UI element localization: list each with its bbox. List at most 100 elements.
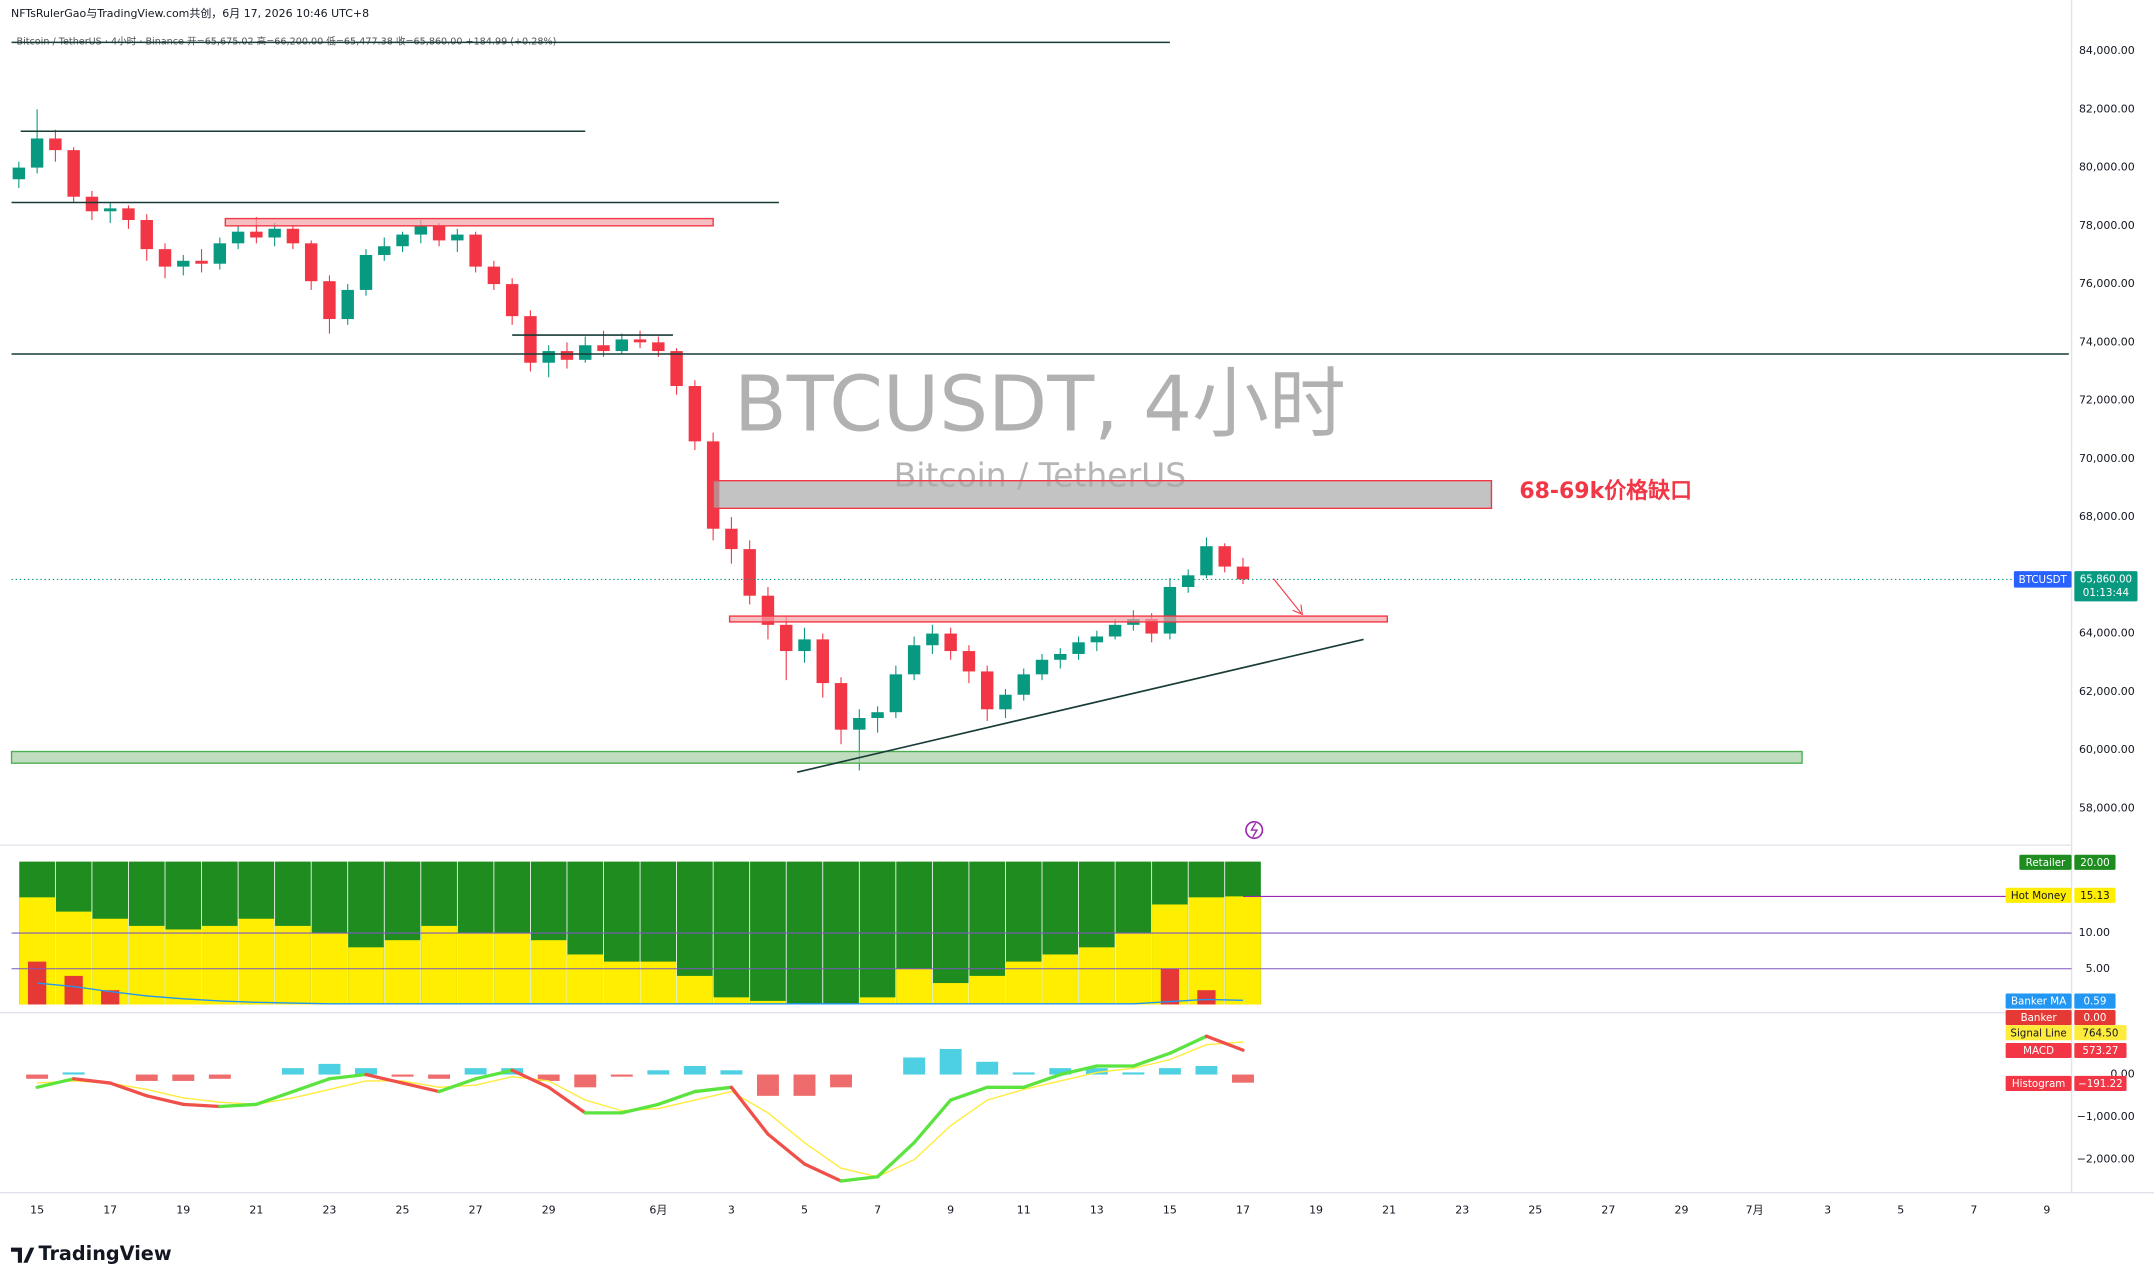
candle-body [1017,674,1030,695]
x-tick-label: 7 [1970,1204,1977,1217]
value-badge-bg [2074,1075,2127,1092]
value-badge: 0.00 [2083,1012,2106,1024]
value-badge: 0.59 [2083,996,2106,1008]
candle-body [177,260,190,267]
candle-body [67,150,80,197]
candle-body [213,243,227,264]
indicator-bar [238,918,275,1005]
x-tick-label: 29 [542,1204,556,1217]
candle-body [652,342,665,352]
macd-segment [108,1081,149,1098]
legend-label-bg [2005,1025,2072,1041]
candle-body [1218,546,1231,567]
symbol-line: Bitcoin / TetherUS · 4小时 · Binance 开=65,… [16,35,556,47]
candle-body [1054,653,1067,660]
y-tick-label: 10.00 [2079,926,2110,939]
value-badge: 20.00 [2080,857,2109,869]
macd-segment [400,1081,441,1094]
x-tick-label: 17 [1236,1204,1250,1217]
histogram-bar [318,1063,341,1075]
histogram-bar [62,1072,85,1075]
candle-body [158,249,172,267]
legend-label: Banker [2021,1012,2058,1024]
candle-body [889,674,903,713]
candle-body [250,231,263,238]
y-tick-label: 74,000.00 [2079,335,2135,348]
x-tick-label: 7 [874,1204,881,1217]
macd-segment [145,1094,185,1106]
value-badge: 764.50 [2082,1027,2118,1039]
legend-label: Signal Line [2010,1027,2066,1039]
indicator-bar [530,940,567,1005]
histogram-bar [1195,1066,1218,1075]
legend-label-bg [2005,1075,2072,1092]
candle-body [524,316,537,363]
price-zone [728,615,1389,623]
candle-body [414,225,428,235]
macd-segment [291,1077,332,1094]
histogram-bar [281,1068,304,1075]
histogram-bar [208,1074,231,1079]
x-tick-label: 21 [1382,1204,1396,1217]
trend-line [796,638,1364,773]
indicator-bar [1188,897,1225,1005]
arrow [1273,578,1303,616]
macd-segment [1204,1034,1245,1052]
macd-segment [364,1072,405,1085]
indicator-bar [1005,961,1042,1005]
x-tick-label: 27 [1601,1204,1615,1217]
macd-segment [254,1089,295,1106]
indicator-bar [348,947,384,1005]
legend-label-bg [2005,887,2072,903]
y-tick-label: −1,000.00 [2077,1110,2135,1123]
indicator-bar [603,961,640,1005]
credit: NFTsRulerGao与TradingView.com共创，6月 17, 20… [11,7,369,20]
macd-segment [620,1102,660,1115]
y-tick-label: 80,000.00 [2079,161,2135,174]
candle-body [1181,575,1195,587]
x-tick-label: 3 [1824,1204,1831,1217]
indicator-bar [713,997,750,1005]
y-tick-label: 58,000.00 [2079,801,2135,814]
x-tick-label: 19 [1309,1204,1323,1217]
candle-body [1090,636,1104,643]
candle-body [505,284,519,317]
x-tick-label: 29 [1675,1204,1689,1217]
macd-segment [181,1102,222,1109]
histogram-bar [903,1057,926,1075]
candle-body [798,639,811,652]
y-tick-label: 5.00 [2086,962,2110,975]
histogram-bar [976,1061,999,1075]
candle-body [834,683,848,730]
macd-segment [473,1068,514,1081]
candle-body [231,231,245,244]
candle-body [962,651,976,672]
x-tick-label: 6月 [649,1204,667,1217]
macd-segment [949,1085,989,1102]
price-badge-bg [2074,571,2138,602]
y-tick-label: 68,000.00 [2079,510,2135,523]
candle-body [469,234,482,267]
x-tick-label: 5 [1897,1204,1904,1217]
histogram-bar [756,1074,779,1096]
annotation: 68-69k价格缺口 [1519,478,1692,504]
candle-body [725,528,738,550]
histogram-bar [830,1074,852,1088]
histogram-bar [1158,1068,1181,1075]
candle-body [1236,566,1250,580]
histogram-bar [1012,1072,1035,1075]
histogram-bar [1049,1068,1072,1075]
legend-label: Histogram [2012,1078,2065,1090]
indicator-bar [101,990,120,1005]
price-zone [224,217,714,227]
candle-body [780,624,793,652]
histogram-bar [610,1074,633,1077]
watermark-title: BTCUSDT, 4小时 [734,361,1346,450]
indicator-bar [201,925,238,1005]
candle-body [140,220,153,250]
candle-body [1072,642,1085,654]
indicator-bar [384,940,421,1005]
event-icon [1245,820,1264,840]
macd-segment [656,1089,697,1106]
legend-label: MACD [2023,1045,2054,1057]
